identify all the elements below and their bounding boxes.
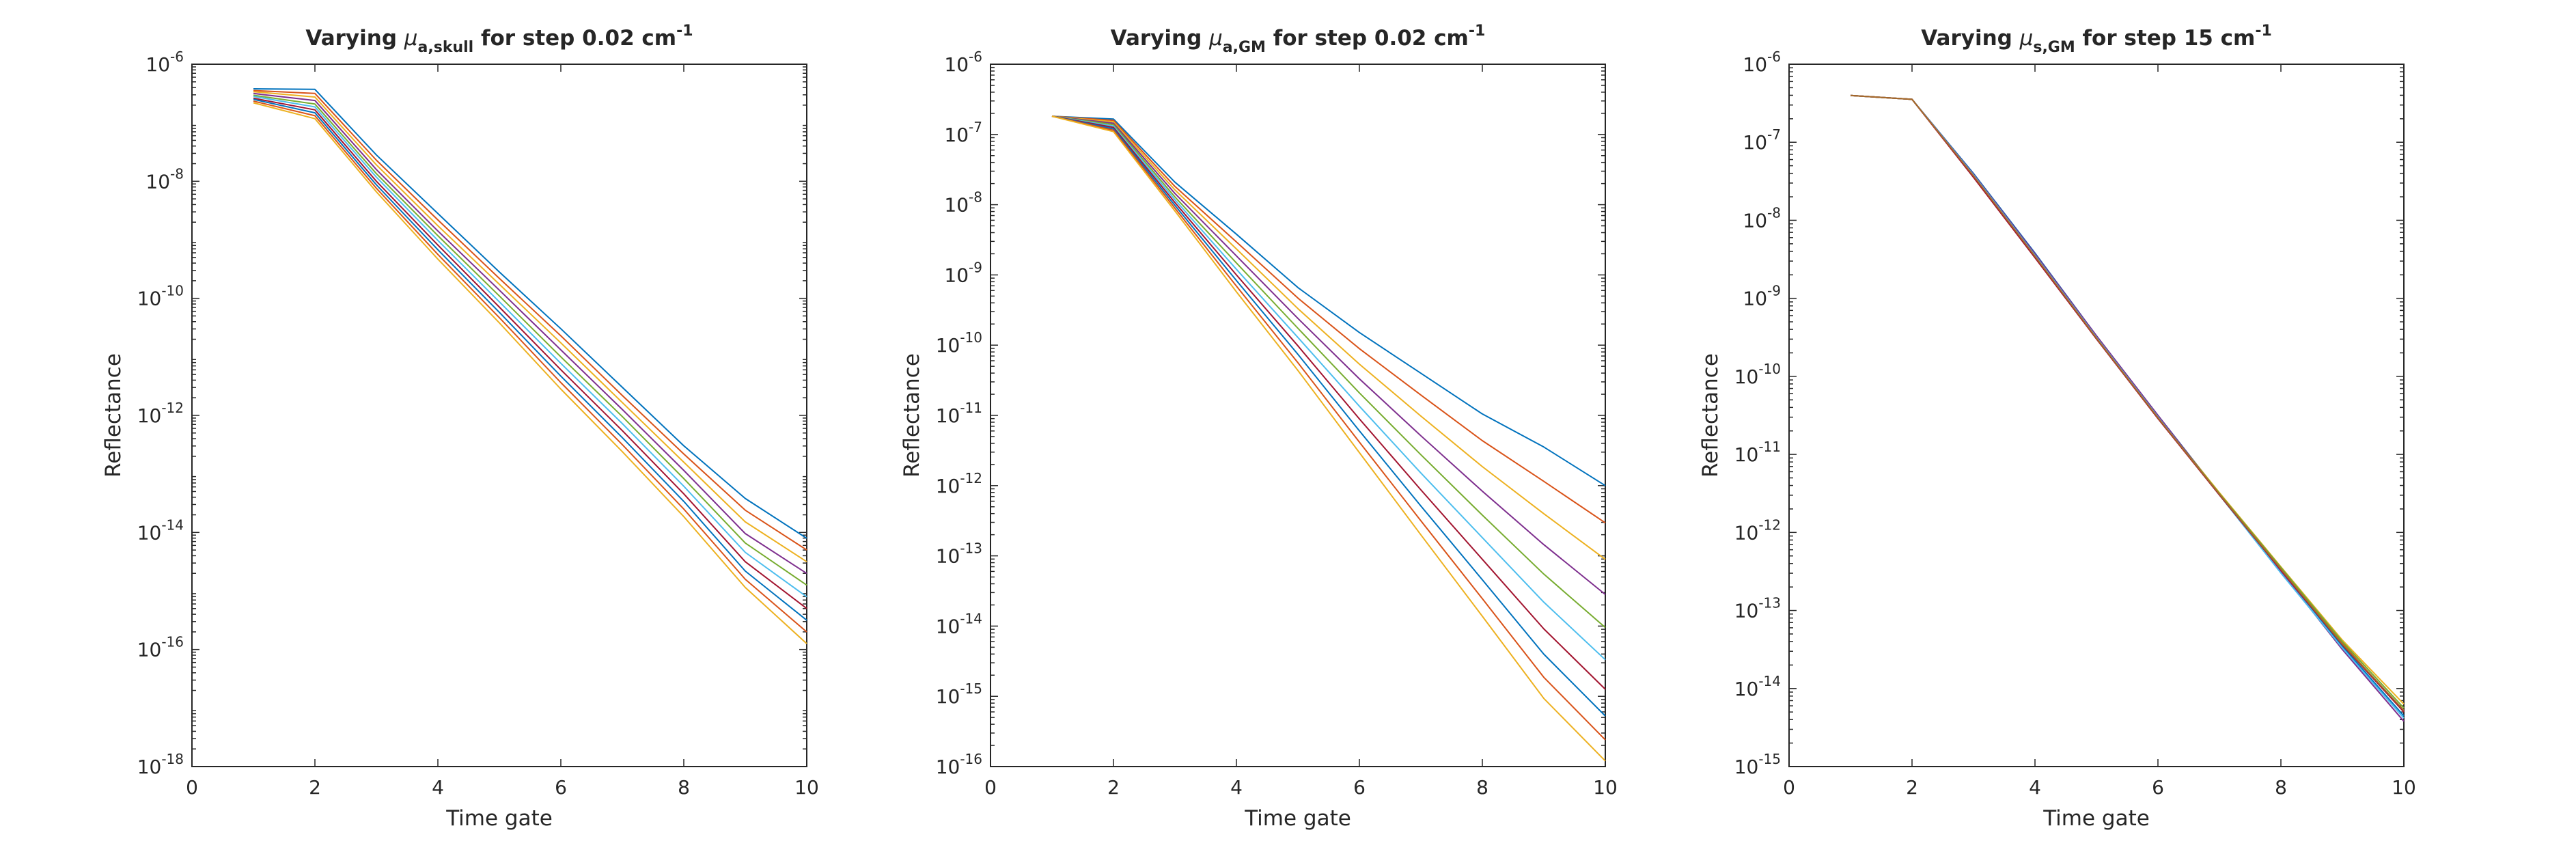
x-tick-label: 2 bbox=[309, 776, 321, 799]
chart-panel-2: 10-16 10-15 10-14 10-13 10-12 10-11 10-10 10-9 1… bbox=[900, 23, 1618, 831]
series-line-2 bbox=[253, 89, 807, 551]
y-tick-label: 10-18 bbox=[137, 751, 184, 778]
x-tick-label: 10 bbox=[1593, 776, 1618, 799]
x-tick-label: 0 bbox=[186, 776, 198, 799]
series-line-8 bbox=[1051, 115, 1606, 717]
series-line-9 bbox=[1051, 115, 1606, 741]
x-tick-label: 0 bbox=[984, 776, 997, 799]
series-line-1 bbox=[253, 88, 807, 539]
y-tick-label: 10-9 bbox=[1743, 283, 1781, 310]
x-tick-label: 4 bbox=[1230, 776, 1243, 799]
x-tick-label: 8 bbox=[1476, 776, 1488, 799]
series-line-7 bbox=[1051, 115, 1606, 690]
y-tick-label: 10-6 bbox=[944, 49, 982, 76]
y-tick-label: 10-7 bbox=[1743, 126, 1781, 154]
x-tick-label: 10 bbox=[2392, 776, 2416, 799]
plot-frame bbox=[191, 64, 807, 767]
y-tick-label: 10-10 bbox=[1734, 361, 1781, 388]
x-tick-label: 6 bbox=[2152, 776, 2164, 799]
series-line-4 bbox=[1051, 115, 1606, 595]
y-tick-label: 10-15 bbox=[1734, 751, 1781, 778]
series-line-2 bbox=[1051, 115, 1606, 524]
y-tick-label: 10-13 bbox=[936, 540, 982, 568]
plot-frame bbox=[1788, 64, 2405, 767]
x-tick-label: 8 bbox=[2275, 776, 2287, 799]
x-axis-label: Time gate bbox=[445, 806, 553, 831]
series-line-8 bbox=[253, 98, 807, 621]
y-tick-label: 10-16 bbox=[137, 634, 184, 661]
y-tick-label: 10-10 bbox=[936, 329, 982, 357]
chart-title: Varying μa,skull for step 0.02 cm-1 bbox=[305, 23, 693, 56]
y-tick-label: 10-8 bbox=[944, 189, 982, 217]
chart-title: Varying μa,GM for step 0.02 cm-1 bbox=[1111, 23, 1486, 56]
y-tick-label: 10-14 bbox=[137, 516, 184, 544]
y-tick-label: 10-6 bbox=[146, 49, 184, 76]
series-line-3 bbox=[1850, 94, 2405, 705]
series-line-4 bbox=[253, 92, 807, 575]
y-tick-label: 10-11 bbox=[936, 400, 982, 427]
chart-panel-1: 10-18 10-16 10-14 10-12 10-10 10-8 10-6 0 2 4 6 8 10… bbox=[101, 23, 819, 831]
y-tick-label: 10-9 bbox=[944, 259, 982, 286]
x-axis-label: Time gate bbox=[2042, 806, 2150, 831]
y-axis-label: Reflectance bbox=[900, 353, 924, 478]
x-tick-label: 4 bbox=[432, 776, 444, 799]
y-tick-label: 10-16 bbox=[936, 751, 982, 778]
series-line-3 bbox=[1051, 115, 1606, 560]
plot-frame bbox=[990, 64, 1606, 767]
y-tick-label: 10-8 bbox=[146, 165, 184, 193]
series-line-4 bbox=[1850, 94, 2405, 722]
series-line-3 bbox=[253, 91, 807, 563]
series-line-8 bbox=[1850, 94, 2405, 711]
y-tick-label: 10-15 bbox=[936, 680, 982, 708]
y-tick-label: 10-7 bbox=[944, 119, 982, 146]
y-tick-label: 10-12 bbox=[1734, 516, 1781, 544]
y-tick-label: 10-6 bbox=[1743, 49, 1781, 76]
series-line-6 bbox=[1051, 115, 1606, 661]
chart-panel-3: 10-15 10-14 10-13 10-12 10-11 10-10 10-9 10-8 10… bbox=[1698, 23, 2416, 831]
y-tick-label: 10-13 bbox=[1734, 595, 1781, 622]
y-tick-label: 10-8 bbox=[1743, 204, 1781, 232]
y-tick-label: 10-14 bbox=[936, 610, 982, 637]
series-line-7 bbox=[253, 97, 807, 609]
y-tick-label: 10-14 bbox=[1734, 673, 1781, 700]
x-tick-label: 0 bbox=[1783, 776, 1795, 799]
y-tick-label: 10-11 bbox=[1734, 439, 1781, 466]
x-tick-label: 10 bbox=[794, 776, 819, 799]
x-axis-label: Time gate bbox=[1244, 806, 1351, 831]
series-line-5 bbox=[253, 94, 807, 586]
series-line-5 bbox=[1850, 94, 2405, 708]
y-tick-label: 10-12 bbox=[137, 400, 184, 427]
chart-title: Varying μs,GM for step 15 cm-1 bbox=[1921, 23, 2272, 56]
y-axis-label: Reflectance bbox=[101, 353, 126, 478]
series-line-10 bbox=[1051, 115, 1606, 762]
x-tick-label: 2 bbox=[1906, 776, 1918, 799]
series-line-6 bbox=[253, 96, 807, 598]
y-axis-label: Reflectance bbox=[1698, 353, 1723, 478]
x-tick-label: 2 bbox=[1107, 776, 1120, 799]
y-tick-label: 10-10 bbox=[137, 283, 184, 310]
x-tick-label: 4 bbox=[2029, 776, 2041, 799]
series-line-6 bbox=[1850, 94, 2405, 719]
series-line-9 bbox=[253, 100, 807, 633]
series-line-7 bbox=[1850, 94, 2405, 713]
x-tick-label: 6 bbox=[1353, 776, 1366, 799]
x-tick-label: 8 bbox=[678, 776, 690, 799]
series-line-10 bbox=[253, 102, 807, 644]
y-tick-label: 10-12 bbox=[936, 470, 982, 497]
x-tick-label: 6 bbox=[555, 776, 567, 799]
series-line-1 bbox=[1051, 115, 1606, 486]
series-line-5 bbox=[1051, 115, 1606, 629]
